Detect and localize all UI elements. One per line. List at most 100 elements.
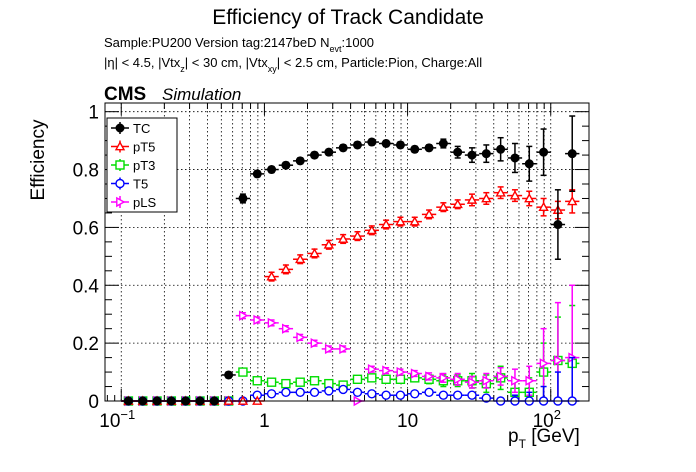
y-tick-label: 0.6 — [73, 218, 99, 239]
data-point — [250, 376, 265, 386]
marker — [367, 389, 377, 399]
data-point — [436, 390, 451, 400]
x-tick-label: 10 — [397, 411, 418, 432]
marker — [295, 253, 306, 264]
marker — [281, 378, 291, 389]
data-point — [293, 156, 308, 166]
data-point — [565, 115, 580, 192]
sample-info-subscript: evt — [329, 44, 342, 54]
data-point — [293, 253, 308, 265]
cms-label: CMS — [104, 84, 146, 105]
data-point — [436, 372, 451, 384]
marker — [468, 377, 478, 388]
data-point — [321, 386, 336, 396]
data-point — [421, 143, 437, 153]
data-point — [507, 142, 523, 174]
marker — [425, 371, 435, 382]
y-tick-label: 0.2 — [73, 334, 99, 355]
data-point — [335, 343, 351, 355]
cuts-info-line: |η| < 4.5, |Vtxz| < 30 cm, |Vtxxy| < 2.5… — [104, 55, 482, 74]
data-point — [493, 366, 508, 386]
data-point — [307, 337, 322, 349]
marker — [224, 370, 234, 380]
data-point — [479, 144, 494, 164]
data-point — [450, 198, 465, 210]
marker — [252, 376, 262, 386]
data-point — [278, 160, 294, 170]
data-point — [407, 216, 422, 227]
data-point — [378, 365, 394, 376]
marker — [525, 375, 535, 386]
marker — [438, 390, 449, 400]
legend-label: TC — [133, 121, 150, 136]
marker — [338, 143, 348, 153]
marker — [295, 387, 305, 398]
marker — [281, 160, 291, 170]
marker — [423, 208, 435, 219]
marker — [510, 153, 520, 163]
marker — [366, 224, 377, 235]
data-point — [321, 343, 336, 355]
data-point — [307, 387, 322, 398]
marker — [295, 156, 305, 166]
sample-info-text: Sample:PU200 Version tag:2147beD N — [104, 35, 329, 50]
marker — [115, 178, 125, 189]
marker — [396, 366, 406, 378]
x-axis-label: pT [GeV] — [508, 426, 580, 451]
data-point — [264, 377, 279, 387]
marker — [310, 150, 320, 160]
marker — [339, 343, 349, 355]
cuts-text-b: | < 30 cm, |Vtx — [185, 55, 268, 70]
data-point — [293, 387, 308, 398]
data-point — [364, 363, 379, 375]
marker — [266, 377, 277, 387]
data-point — [307, 150, 322, 160]
data-point — [550, 189, 566, 260]
legend-entry-tc: TC — [111, 121, 150, 136]
y-tick-label: 0.4 — [73, 276, 100, 297]
cuts-text-c: | < 2.5 cm, Particle:Pion, Charge:All — [277, 55, 482, 70]
data-point — [264, 271, 279, 282]
marker — [467, 150, 477, 160]
data-point — [293, 377, 308, 387]
marker — [238, 367, 248, 377]
data-point — [464, 375, 480, 389]
marker — [352, 140, 362, 150]
marker — [380, 219, 392, 229]
marker — [466, 194, 478, 204]
data-point — [378, 139, 394, 149]
marker — [324, 343, 335, 355]
data-point — [235, 310, 251, 321]
data-point — [407, 389, 422, 399]
legend: TC pT5 pT3 T5 pLS — [106, 117, 178, 213]
tick-labels: 0 0.2 0.4 0.6 0.8 1 10−1 1 10 102 — [73, 103, 561, 432]
data-point — [522, 145, 537, 182]
data-point — [278, 323, 294, 334]
marker — [495, 187, 506, 197]
marker — [310, 337, 320, 349]
marker — [410, 368, 421, 379]
marker — [114, 141, 126, 151]
legend-label: pT5 — [133, 140, 155, 155]
data-point — [364, 224, 379, 236]
data-point — [264, 317, 279, 329]
marker — [452, 390, 463, 400]
marker — [395, 140, 405, 150]
data-point — [493, 186, 508, 200]
data-point — [250, 314, 265, 326]
plot-frame — [104, 102, 590, 402]
marker — [424, 387, 434, 398]
data-point — [378, 374, 394, 385]
data-point — [421, 387, 437, 398]
data-point — [407, 368, 422, 379]
data-point — [536, 128, 551, 177]
data-point — [393, 366, 408, 378]
marker — [352, 387, 363, 398]
x-tick-label: 10−1 — [99, 407, 135, 432]
data-point — [364, 373, 379, 383]
marker — [452, 198, 463, 209]
data-point — [522, 190, 537, 207]
marker — [309, 387, 320, 398]
data-point — [464, 193, 480, 207]
sample-info-suffix: :1000 — [342, 35, 375, 50]
